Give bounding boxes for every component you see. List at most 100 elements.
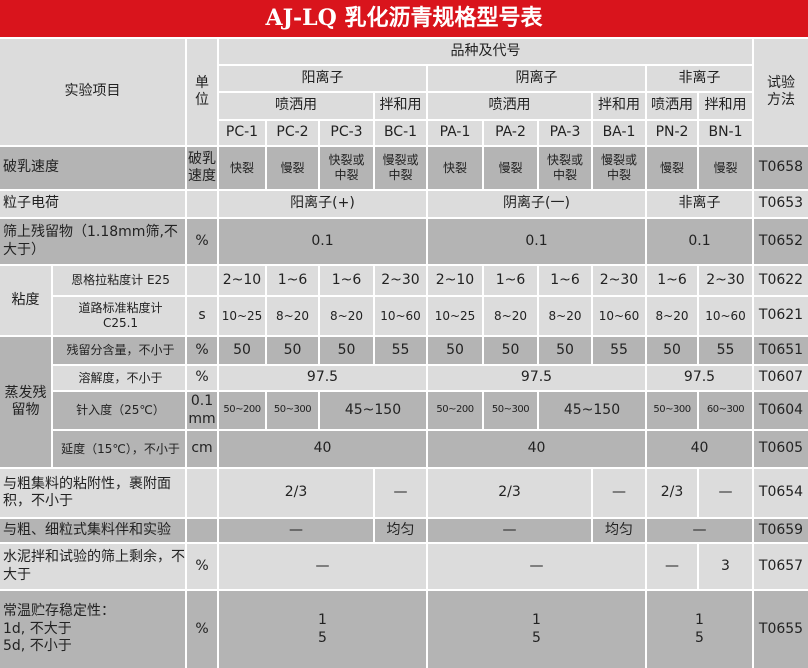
row-unit: 0.1 mm [187,392,217,429]
test-method: T0654 [754,469,808,517]
row-value: — [428,519,591,542]
header-anionic: 阴离子 [428,66,645,91]
row-value: 1~6 [647,266,697,295]
row-value: 60~300 [699,392,752,429]
test-method: T0621 [754,297,808,335]
row-value: 10~60 [375,297,426,335]
row-value: 45~150 [320,392,426,429]
row-value: 97.5 [647,366,752,390]
header-cationic: 阳离子 [219,66,426,91]
row-label: 常温贮存稳定性： 1d, 不大于 5d, 不小于 [0,591,185,668]
row-label: 破乳速度 [0,147,185,189]
row-label: 道路标准粘度计 C25.1 [53,297,185,335]
row-value: — [593,469,645,517]
row-value: 阳离子(+) [219,191,426,217]
row-label: 溶解度，不小于 [53,366,185,390]
cell: 喷洒用 [647,93,697,119]
row-label: 恩格拉粘度计 E25 [53,266,185,295]
row-value: 97.5 [428,366,645,390]
row-value: 2/3 [428,469,591,517]
cell: 喷洒用 [219,93,373,119]
table-title: AJ-LQ 乳化沥青规格型号表 [0,0,808,37]
product-code: PA-1 [428,121,482,145]
row-unit: % [187,591,217,668]
test-method: T0657 [754,544,808,589]
row-value: 50~300 [267,392,318,429]
row-value: 1~6 [320,266,373,295]
row-unit: 破乳速度 [187,147,217,189]
product-code: PC-2 [267,121,318,145]
row-value: 2~10 [428,266,482,295]
product-code: PN-2 [647,121,697,145]
row-value: 50 [484,337,537,364]
product-code: PA-2 [484,121,537,145]
row-value: 1 5 [428,591,645,668]
row-label: 与粗集料的粘附性，裹附面积，不小于 [0,469,185,517]
row-unit: % [187,219,217,264]
row-value: 快裂 [219,147,265,189]
row-value: 0.1 [219,219,426,264]
row-value: 10~25 [219,297,265,335]
row-value: 慢裂 [647,147,697,189]
row-value: 50~200 [428,392,482,429]
row-group-label: 粘度 [0,266,51,335]
row-value: 55 [699,337,752,364]
product-code: PC-3 [320,121,373,145]
row-value: 1 5 [219,591,426,668]
row-value: 阴离子(一) [428,191,645,217]
row-value: 55 [593,337,645,364]
cell: 拌和用 [593,93,645,119]
row-value: 40 [428,431,645,467]
row-label: 与粗、细粒式集料伴和实验 [0,519,185,542]
header-method: 试验 方法 [754,39,808,145]
row-value: 均匀 [375,519,426,542]
test-method: T0604 [754,392,808,429]
row-value: 非离子 [647,191,752,217]
row-value: 2~30 [375,266,426,295]
header-unit: 单 位 [187,39,217,145]
row-value: 50~300 [484,392,537,429]
cell: 喷洒用 [428,93,591,119]
test-method: T0622 [754,266,808,295]
product-code: BN-1 [699,121,752,145]
header-nonionic: 非离子 [647,66,752,91]
row-value: 慢裂 [699,147,752,189]
row-value: 2/3 [219,469,373,517]
row-value: 0.1 [647,219,752,264]
row-value: 慢裂 [267,147,318,189]
test-method: T0653 [754,191,808,217]
test-method: T0607 [754,366,808,390]
row-value: — [219,544,426,589]
test-method: T0659 [754,519,808,542]
row-value: 8~20 [320,297,373,335]
row-value: 45~150 [539,392,645,429]
row-value: 2~30 [593,266,645,295]
row-value: 8~20 [484,297,537,335]
header-item: 实验项目 [0,39,185,145]
row-value: 慢裂或 中裂 [593,147,645,189]
row-value: 97.5 [219,366,426,390]
row-value: 10~60 [699,297,752,335]
row-value: 快裂或 中裂 [320,147,373,189]
row-value: 50 [428,337,482,364]
row-label: 延度（15℃），不小于 [53,431,185,467]
row-label: 残留分含量，不小于 [53,337,185,364]
row-value: 1 5 [647,591,752,668]
row-value: 快裂或 中裂 [539,147,591,189]
row-value: 50 [267,337,318,364]
product-code: BC-1 [375,121,426,145]
row-unit: s [187,297,217,335]
row-value: — [647,519,752,542]
row-value: — [219,519,373,542]
row-value: 10~25 [428,297,482,335]
product-code: PC-1 [219,121,265,145]
row-value: 1~6 [267,266,318,295]
row-value: 3 [699,544,752,589]
product-code: PA-3 [539,121,591,145]
row-value: 1~6 [539,266,591,295]
row-unit: % [187,544,217,589]
row-unit: % [187,366,217,390]
row-value: 50~200 [219,392,265,429]
row-value: 10~60 [593,297,645,335]
cell: 拌和用 [699,93,752,119]
